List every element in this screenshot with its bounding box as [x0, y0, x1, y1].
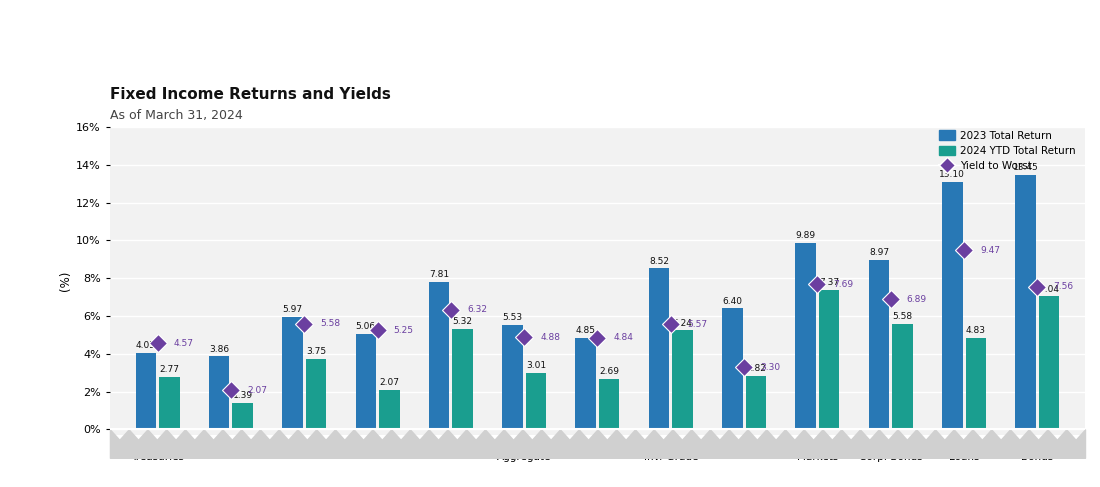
Text: 5.58: 5.58 [892, 312, 913, 321]
Text: 13.45: 13.45 [1013, 164, 1038, 172]
Text: 9.89: 9.89 [795, 231, 816, 240]
Text: 4.88: 4.88 [540, 333, 560, 342]
Bar [429, 282, 450, 430]
Text: 2.07: 2.07 [248, 386, 267, 395]
Text: 7.37: 7.37 [820, 278, 839, 287]
Bar [672, 330, 693, 430]
Bar [209, 356, 230, 430]
Text: As of March 31, 2024: As of March 31, 2024 [110, 109, 243, 122]
Bar [795, 243, 816, 430]
Text: 6.40: 6.40 [723, 297, 743, 306]
Text: 5.32: 5.32 [452, 317, 473, 326]
Text: 1.39: 1.39 [232, 392, 253, 400]
Bar [1015, 175, 1036, 430]
Text: 4.84: 4.84 [614, 334, 634, 342]
Text: 7.56: 7.56 [1054, 282, 1074, 291]
Bar [746, 376, 766, 430]
Text: 2.82: 2.82 [746, 364, 766, 374]
Text: 5.57: 5.57 [686, 319, 707, 329]
Text: Fixed Income Returns and Yields: Fixed Income Returns and Yields [110, 87, 390, 102]
Bar [232, 403, 253, 430]
Bar [503, 325, 522, 430]
Text: 8.97: 8.97 [869, 248, 889, 257]
Text: 7.04: 7.04 [1040, 284, 1059, 294]
Bar [1038, 297, 1059, 430]
Bar [452, 329, 473, 430]
Bar [526, 373, 547, 430]
Text: 4.85: 4.85 [575, 326, 596, 335]
Text: 2.07: 2.07 [379, 378, 399, 388]
Text: 9.47: 9.47 [980, 246, 1000, 255]
Bar [283, 317, 302, 430]
Text: 4.05: 4.05 [136, 341, 156, 350]
Text: 5.24: 5.24 [672, 318, 693, 328]
Text: 6.32: 6.32 [468, 305, 487, 315]
Bar [649, 268, 669, 430]
Text: 4.83: 4.83 [966, 326, 986, 336]
Text: 2.77: 2.77 [160, 365, 179, 374]
Legend: 2023 Total Return, 2024 YTD Total Return, Yield to Worst: 2023 Total Return, 2024 YTD Total Return… [935, 126, 1080, 175]
Text: 3.86: 3.86 [209, 345, 229, 354]
Bar [869, 260, 889, 430]
Text: 5.53: 5.53 [503, 313, 522, 322]
Y-axis label: (%): (%) [59, 271, 72, 291]
Text: 8.52: 8.52 [649, 257, 669, 265]
Bar [355, 334, 376, 430]
Bar [892, 324, 913, 430]
Bar [160, 377, 179, 430]
Text: 5.97: 5.97 [283, 305, 302, 314]
Text: 5.25: 5.25 [394, 326, 414, 335]
Bar [818, 290, 839, 430]
Text: 2.69: 2.69 [600, 367, 619, 376]
Bar [575, 338, 596, 430]
Bar [966, 338, 986, 430]
Bar [306, 358, 327, 430]
Text: 5.58: 5.58 [320, 319, 341, 328]
Text: 13.10: 13.10 [939, 170, 965, 179]
Bar [598, 378, 619, 430]
Bar [379, 390, 399, 430]
Text: 7.81: 7.81 [429, 270, 449, 279]
Text: 3.30: 3.30 [760, 362, 780, 372]
Text: 3.75: 3.75 [306, 347, 326, 356]
Bar [135, 353, 156, 430]
Text: 5.06: 5.06 [355, 322, 376, 331]
Bar [722, 308, 742, 430]
Text: 3.01: 3.01 [526, 361, 546, 370]
Text: 7.69: 7.69 [834, 280, 854, 289]
Text: 6.89: 6.89 [906, 295, 927, 304]
Bar [942, 182, 962, 430]
Text: 4.57: 4.57 [174, 338, 194, 348]
